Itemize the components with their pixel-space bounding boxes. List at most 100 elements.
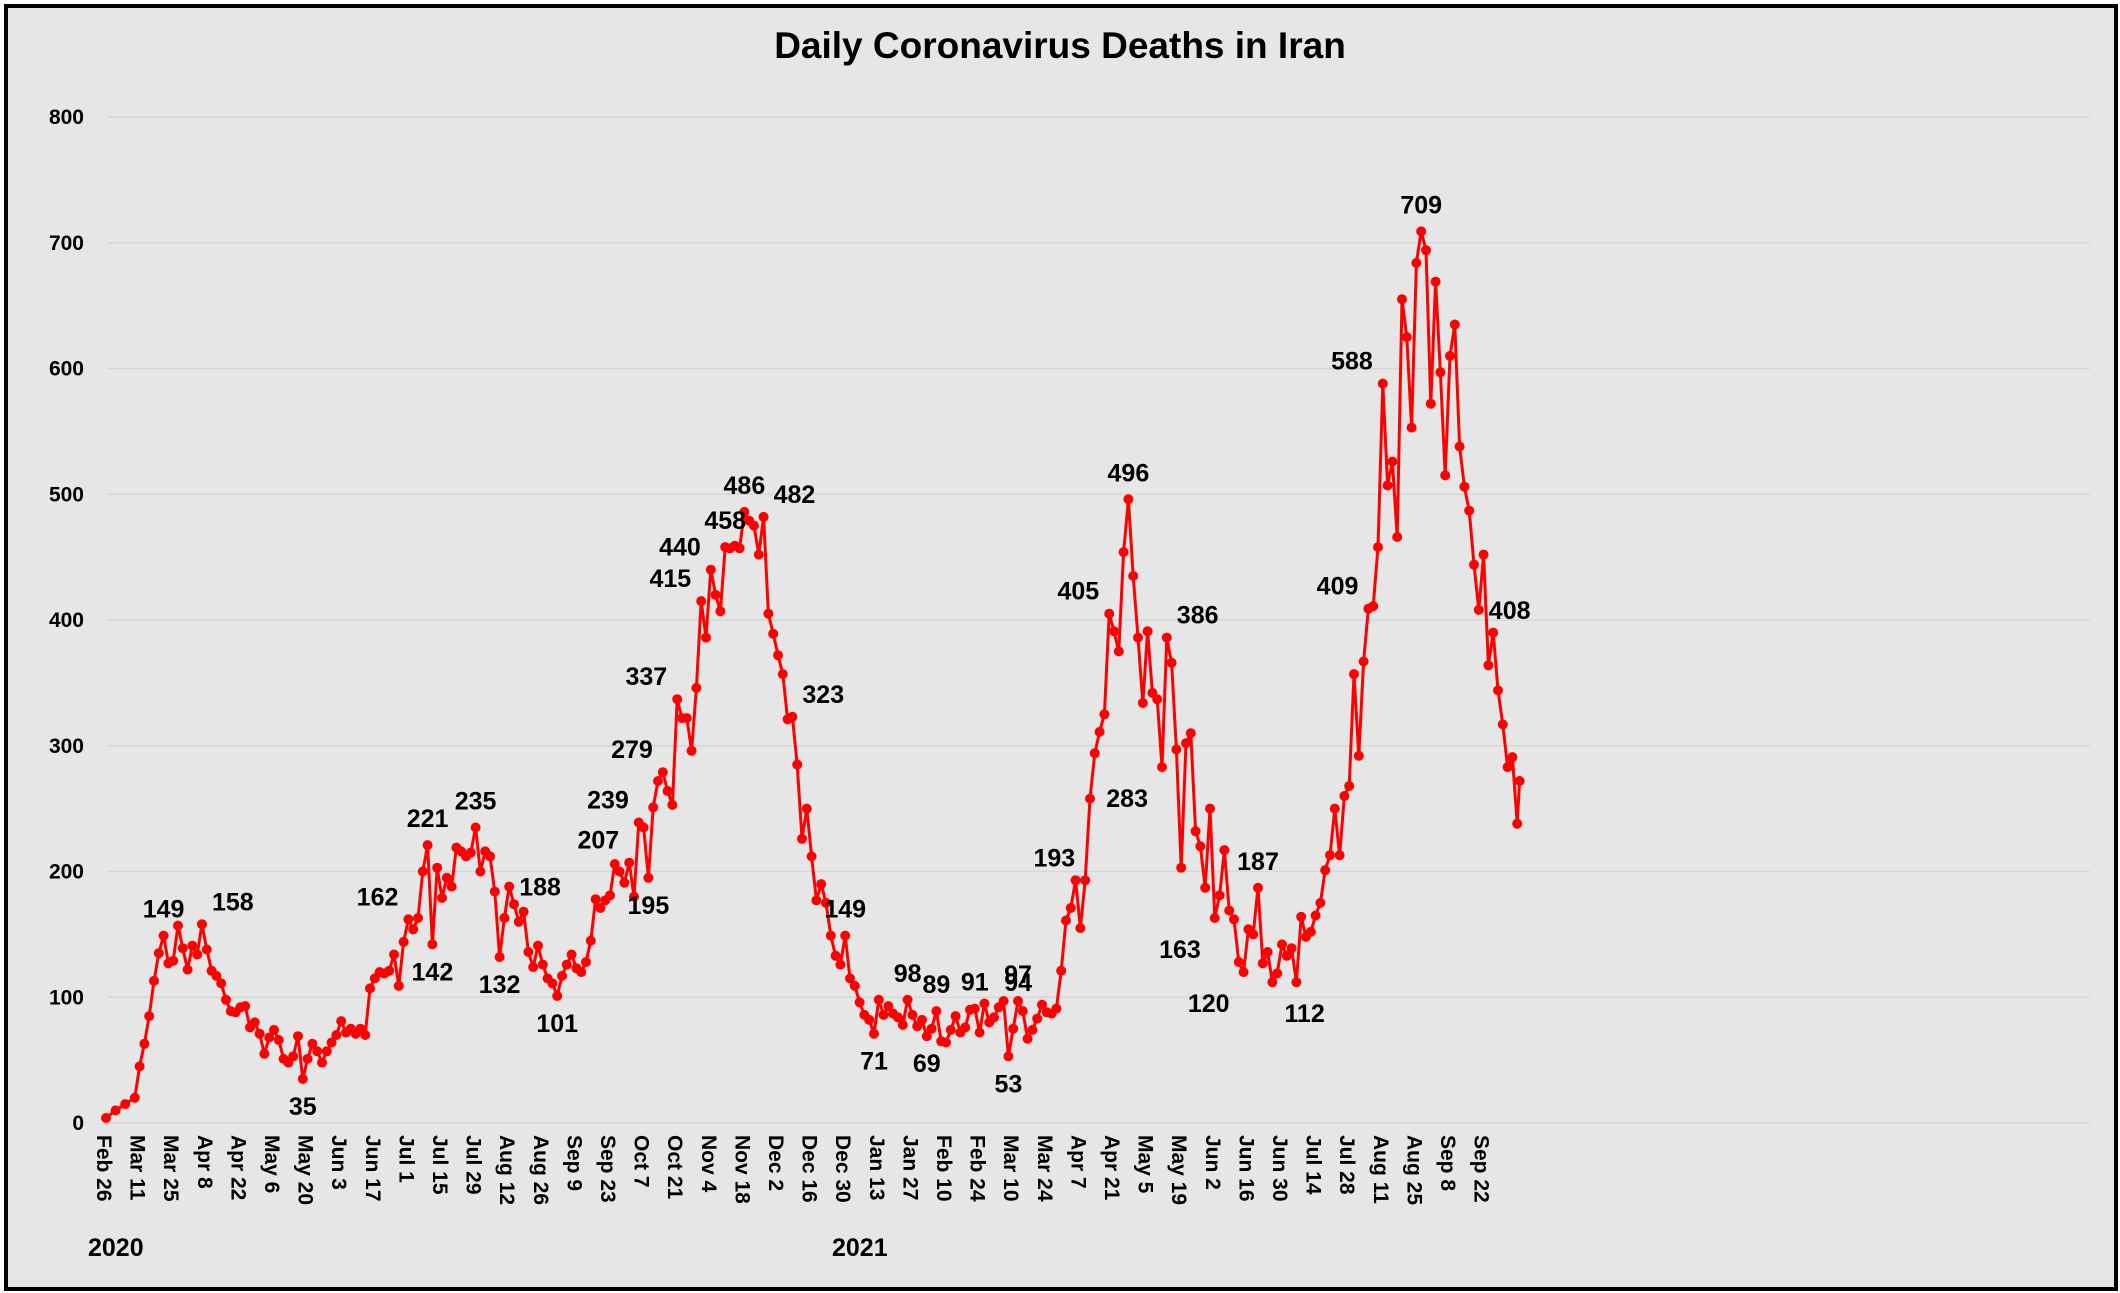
data-point <box>945 1024 956 1035</box>
data-point <box>969 1003 980 1014</box>
data-point <box>902 994 913 1005</box>
x-tick-label: Apr 7 <box>1066 1135 1089 1189</box>
chart-title: Daily Coronavirus Deaths in Iran <box>774 25 1346 66</box>
data-point <box>811 895 822 906</box>
x-tick-label: Jun 16 <box>1234 1135 1257 1202</box>
data-point <box>211 970 222 981</box>
data-point <box>1368 601 1379 612</box>
data-point <box>331 1030 342 1040</box>
data-label: 91 <box>961 969 989 997</box>
data-point <box>840 930 851 941</box>
data-point <box>792 759 803 770</box>
data-point <box>1320 865 1331 876</box>
y-tick-label: 100 <box>49 986 84 1009</box>
data-point <box>605 890 615 901</box>
data-point <box>878 1009 889 1020</box>
data-point <box>470 822 481 833</box>
y-tick-label: 600 <box>49 358 84 381</box>
data-point <box>437 892 447 903</box>
data-point <box>1493 685 1503 696</box>
data-point <box>1152 694 1163 705</box>
series-markers <box>101 226 1525 1123</box>
data-point <box>1315 897 1326 908</box>
data-point <box>1190 826 1201 837</box>
data-point <box>273 1035 284 1045</box>
x-tick-label: Aug 25 <box>1402 1135 1425 1205</box>
data-point <box>763 608 774 619</box>
series-line-path <box>105 229 1522 1120</box>
data-label: 193 <box>1033 844 1075 872</box>
x-tick-label: Jul 28 <box>1335 1135 1358 1195</box>
data-point <box>845 973 855 984</box>
data-point <box>715 606 726 617</box>
data-point <box>1123 494 1134 505</box>
data-point <box>552 991 563 1001</box>
data-point <box>302 1053 313 1064</box>
x-tick-label: Oct 7 <box>630 1135 653 1188</box>
y-axis-tick-labels: 0 100 200 300 400 500 600 700 800 <box>49 106 84 1135</box>
data-point <box>998 996 1009 1006</box>
data-point <box>182 964 193 975</box>
data-point <box>883 1001 894 1012</box>
data-point <box>1075 923 1086 934</box>
data-point <box>643 872 654 883</box>
data-point <box>360 1030 371 1040</box>
year-label: 2021 <box>832 1234 888 1262</box>
data-point <box>201 944 212 955</box>
data-point <box>561 959 572 970</box>
data-point <box>1061 915 1071 926</box>
data-point <box>662 786 673 796</box>
data-point <box>1133 632 1143 643</box>
data-point <box>1065 903 1076 913</box>
data-point <box>216 978 227 989</box>
data-point <box>408 924 419 935</box>
data-point <box>696 596 707 607</box>
x-tick-label: Nov 18 <box>730 1135 753 1204</box>
data-point <box>581 957 591 967</box>
data-point <box>1392 532 1403 542</box>
data-point <box>1425 398 1436 409</box>
data-point <box>1128 571 1139 581</box>
data-point <box>494 952 505 962</box>
data-point <box>801 803 812 814</box>
x-tick-label: Jun 17 <box>361 1135 384 1202</box>
data-point <box>509 899 519 910</box>
data-point <box>547 978 558 989</box>
data-point <box>979 998 990 1009</box>
data-point <box>1406 422 1417 433</box>
x-tick-label: Mar 25 <box>159 1135 182 1202</box>
data-point <box>1344 781 1355 791</box>
data-point <box>149 975 159 986</box>
data-point <box>1334 850 1345 861</box>
data-point <box>1281 950 1292 961</box>
data-point <box>537 959 548 970</box>
data-point <box>1229 914 1239 925</box>
data-point <box>365 983 375 994</box>
data-point <box>485 851 495 862</box>
data-point <box>873 994 884 1005</box>
data-label: 283 <box>1106 785 1148 813</box>
data-point <box>297 1074 308 1084</box>
data-point <box>101 1113 111 1123</box>
data-point <box>1118 547 1129 558</box>
data-label: 588 <box>1331 348 1373 376</box>
data-point <box>1435 367 1446 378</box>
data-point <box>269 1024 279 1035</box>
data-point <box>1142 626 1153 637</box>
y-tick-label: 0 <box>72 1112 84 1135</box>
data-point <box>465 847 476 858</box>
data-point <box>797 833 807 844</box>
data-point <box>1507 752 1518 763</box>
x-tick-label: Feb 26 <box>92 1135 115 1202</box>
data-point <box>173 920 183 931</box>
data-point <box>1200 882 1211 893</box>
data-point <box>830 950 841 961</box>
data-point <box>672 694 683 705</box>
x-tick-label: Aug 26 <box>529 1135 552 1205</box>
x-tick-label: Aug 12 <box>495 1135 518 1205</box>
data-point <box>595 903 606 913</box>
data-point <box>974 1027 985 1038</box>
x-tick-label: Dec 16 <box>798 1135 821 1203</box>
data-point <box>1469 559 1479 570</box>
data-point <box>197 919 207 930</box>
